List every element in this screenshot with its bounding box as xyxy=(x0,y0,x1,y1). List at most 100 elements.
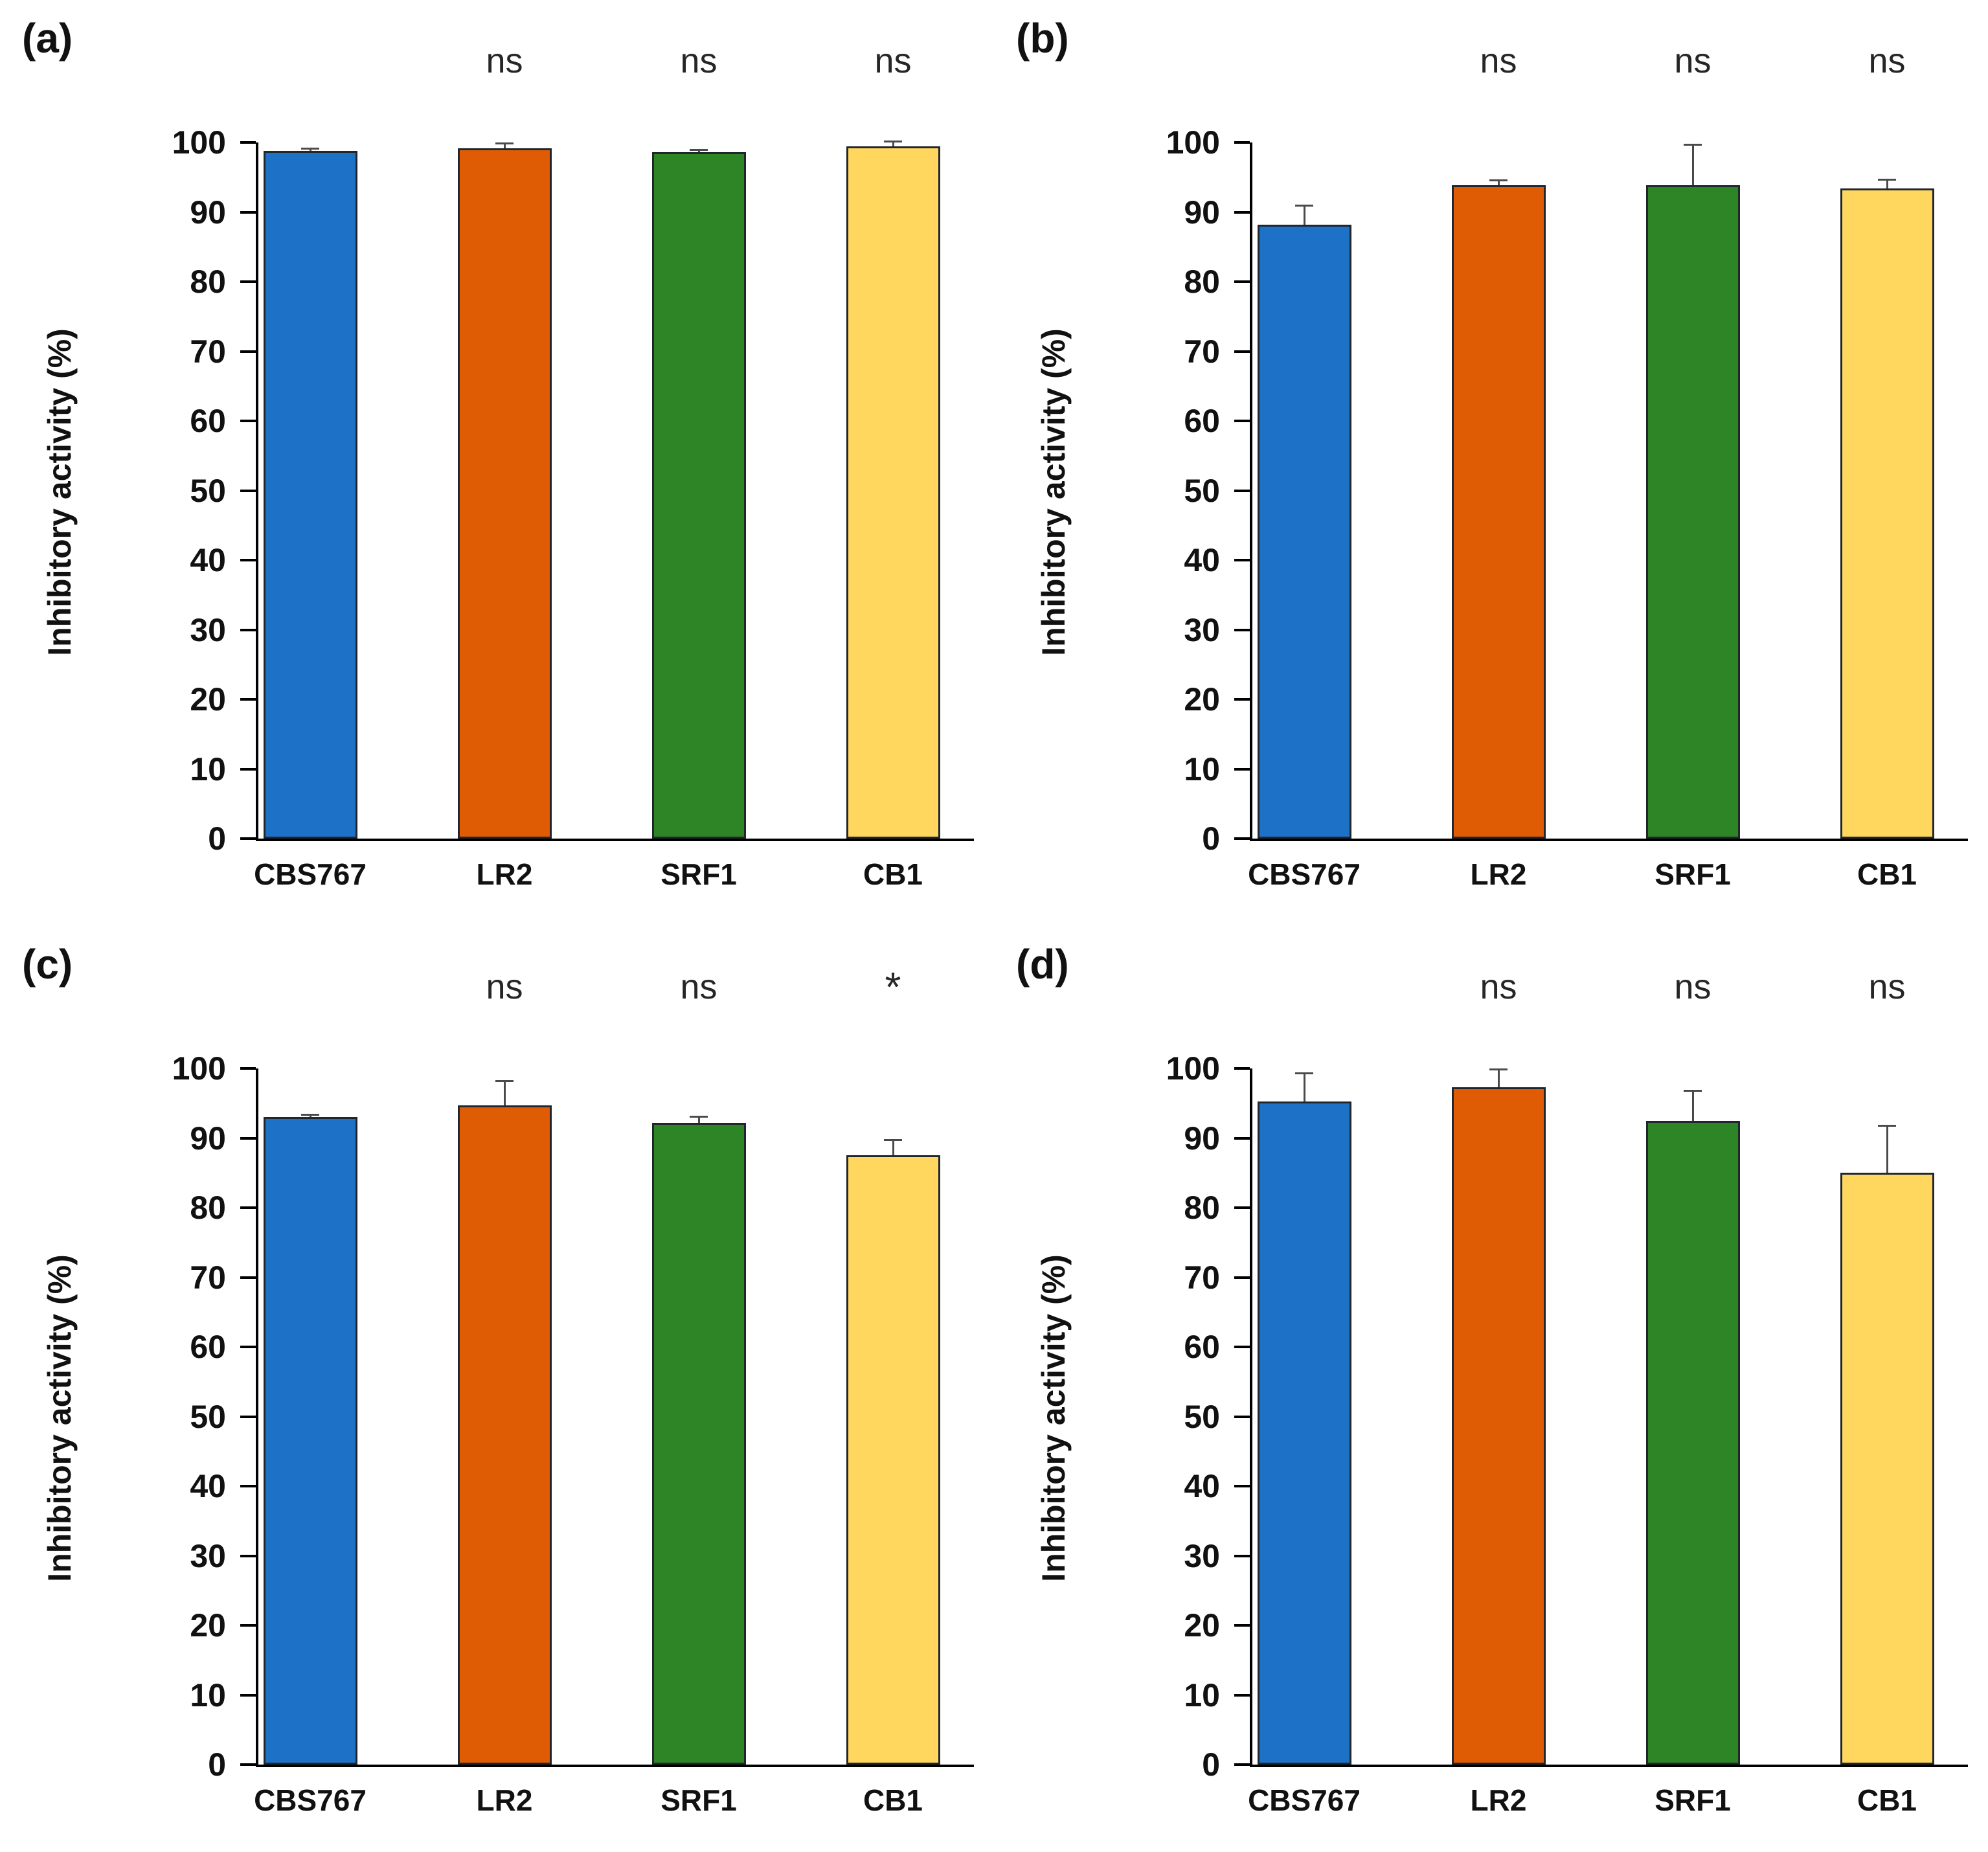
y-tick-label: 100 xyxy=(172,124,226,161)
y-axis-title: Inhibitory activity (%) xyxy=(41,1254,78,1582)
y-tick-label: 20 xyxy=(1184,681,1220,717)
error-bar-cap-CBS767 xyxy=(301,147,319,150)
y-tick-label: 50 xyxy=(1184,472,1220,509)
y-tick-mark xyxy=(240,1485,256,1487)
significance-label-SRF1: ns xyxy=(680,967,717,1006)
plot-area: 0 10 20 30 40 50 60 70 80 90 100 CBS767 LR2 ns SRF1 ns C… xyxy=(1166,41,1968,891)
error-bar-cap-CB1 xyxy=(1878,1125,1896,1127)
y-tick-label: 80 xyxy=(1184,264,1220,300)
error-bar-cap-SRF1 xyxy=(1684,144,1702,146)
y-tick-label: 40 xyxy=(1184,1468,1220,1504)
y-tick-label: 70 xyxy=(1184,1259,1220,1296)
y-tick-mark xyxy=(1234,489,1250,492)
y-tick-label: 100 xyxy=(1166,124,1220,161)
significance-label-LR2: ns xyxy=(486,41,523,80)
error-bar-SRF1 xyxy=(1691,145,1694,185)
chart-panel-a: (a) Inhibitory activity (%) 0 10 20 30 40 50 6… xyxy=(0,0,994,926)
y-tick-mark xyxy=(240,1624,256,1627)
significance-label-SRF1: ns xyxy=(680,41,717,80)
y-tick-label: 20 xyxy=(190,681,226,717)
error-bar-cap-CBS767 xyxy=(1295,204,1313,207)
y-tick-mark xyxy=(240,628,256,631)
error-bar-CB1 xyxy=(1886,180,1888,188)
error-bar-cap-LR2 xyxy=(495,142,514,145)
y-axis-title: Inhibitory activity (%) xyxy=(1035,1254,1072,1582)
error-bar-cap-CB1 xyxy=(1878,179,1896,181)
y-tick-mark xyxy=(240,141,256,144)
bar-CB1 xyxy=(1840,1173,1934,1765)
bar-LR2 xyxy=(1451,185,1546,839)
error-bar-cap-CB1 xyxy=(884,140,902,142)
y-tick-mark xyxy=(1234,559,1250,561)
y-tick-label: 90 xyxy=(190,194,226,231)
y-tick-label: 60 xyxy=(1184,1329,1220,1365)
significance-label-LR2: ns xyxy=(1480,41,1517,80)
error-bar-cap-SRF1 xyxy=(690,1116,708,1118)
y-tick-label: 40 xyxy=(190,542,226,578)
y-tick-label: 80 xyxy=(190,1190,226,1226)
y-tick-mark xyxy=(240,489,256,492)
y-tick-label: 100 xyxy=(172,1050,226,1087)
y-axis-title: Inhibitory activity (%) xyxy=(41,328,78,656)
bar-LR2 xyxy=(1451,1087,1546,1765)
y-tick-label: 30 xyxy=(190,611,226,648)
y-tick-label: 70 xyxy=(190,333,226,370)
y-tick-mark xyxy=(1234,1485,1250,1487)
y-tick-label: 100 xyxy=(1166,1050,1220,1087)
bar-SRF1 xyxy=(1645,1120,1740,1765)
y-tick-label: 10 xyxy=(1184,751,1220,787)
x-tick-label-SRF1: SRF1 xyxy=(661,857,737,891)
y-tick-label: 90 xyxy=(1184,194,1220,231)
y-tick-label: 0 xyxy=(208,820,226,857)
error-bar-cap-CBS767 xyxy=(1295,1072,1313,1074)
x-tick-label-CBS767: CBS767 xyxy=(1248,1783,1361,1817)
y-tick-mark xyxy=(240,1693,256,1697)
y-tick-mark xyxy=(240,559,256,561)
panel-label-a: (a) xyxy=(22,15,73,62)
bar-LR2 xyxy=(457,1105,552,1765)
y-tick-label: 0 xyxy=(1202,1746,1220,1783)
error-bar-cap-LR2 xyxy=(495,1080,514,1083)
x-tick-label-CBS767: CBS767 xyxy=(254,857,367,891)
bar-CBS767 xyxy=(263,1117,357,1765)
bar-CBS767 xyxy=(263,150,357,839)
error-bar-LR2 xyxy=(1497,181,1500,185)
y-tick-mark xyxy=(240,1276,256,1279)
error-bar-LR2 xyxy=(503,144,506,148)
error-bar-LR2 xyxy=(503,1081,506,1105)
y-tick-label: 10 xyxy=(190,1677,226,1713)
x-tick-label-CB1: CB1 xyxy=(863,857,923,891)
error-bar-CB1 xyxy=(892,1140,894,1156)
error-bar-CBS767 xyxy=(309,148,311,151)
y-tick-label: 90 xyxy=(190,1120,226,1157)
bar-CBS767 xyxy=(1257,1101,1351,1765)
y-tick-mark xyxy=(1234,350,1250,353)
y-tick-mark xyxy=(1234,1554,1250,1557)
plot-area: 0 10 20 30 40 50 60 70 80 90 100 CBS767 LR2 ns SRF1 ns C… xyxy=(172,964,974,1817)
y-tick-mark xyxy=(1234,698,1250,701)
y-tick-mark xyxy=(240,1763,256,1766)
bar-LR2 xyxy=(457,148,552,839)
y-tick-mark xyxy=(240,698,256,701)
x-tick-label-LR2: LR2 xyxy=(1470,1783,1527,1817)
y-tick-label: 80 xyxy=(190,264,226,300)
bar-CB1 xyxy=(846,146,940,839)
bar-CB1 xyxy=(846,1155,940,1765)
x-tick-label-CB1: CB1 xyxy=(1857,857,1917,891)
bar-SRF1 xyxy=(651,152,746,839)
bar-chart-d: Inhibitory activity (%) 0 10 20 30 40 50 60 70 8… xyxy=(994,926,1988,1852)
y-tick-mark xyxy=(1234,210,1250,214)
y-tick-mark xyxy=(1234,767,1250,771)
y-tick-mark xyxy=(1234,1136,1250,1140)
y-tick-mark xyxy=(1234,1415,1250,1418)
significance-label-SRF1: ns xyxy=(1674,967,1711,1006)
y-tick-label: 40 xyxy=(1184,542,1220,578)
error-bar-cap-CB1 xyxy=(884,1138,902,1141)
y-tick-mark xyxy=(240,350,256,353)
y-tick-mark xyxy=(1234,1624,1250,1627)
significance-label-CB1: * xyxy=(885,964,901,1010)
y-tick-label: 30 xyxy=(1184,611,1220,648)
plot-area: 0 10 20 30 40 50 60 70 80 90 100 CBS767 LR2 ns SRF1 ns C… xyxy=(1166,967,1968,1817)
significance-label-LR2: ns xyxy=(1480,967,1517,1006)
y-tick-label: 60 xyxy=(1184,403,1220,439)
